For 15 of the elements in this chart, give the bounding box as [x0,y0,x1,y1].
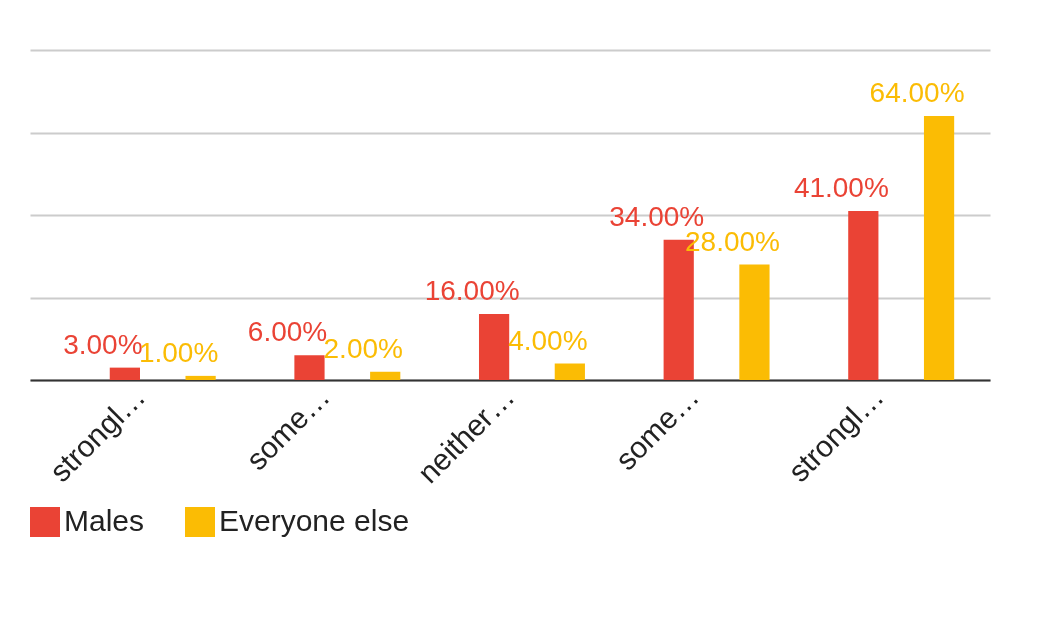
bar [923,116,955,380]
data-label: 41.00% [793,171,889,203]
bar [554,363,585,380]
bar [294,355,325,380]
bar [848,210,879,380]
bar [739,264,770,380]
data-label: 16.00% [424,275,520,306]
legend-label: Everyone else [219,504,410,537]
data-label: 4.00% [508,324,588,356]
data-label: 64.00% [869,77,965,108]
legend-label: Males [64,504,145,537]
bar [185,375,216,380]
bar [370,371,401,380]
bar [478,314,510,380]
bar [109,367,140,380]
